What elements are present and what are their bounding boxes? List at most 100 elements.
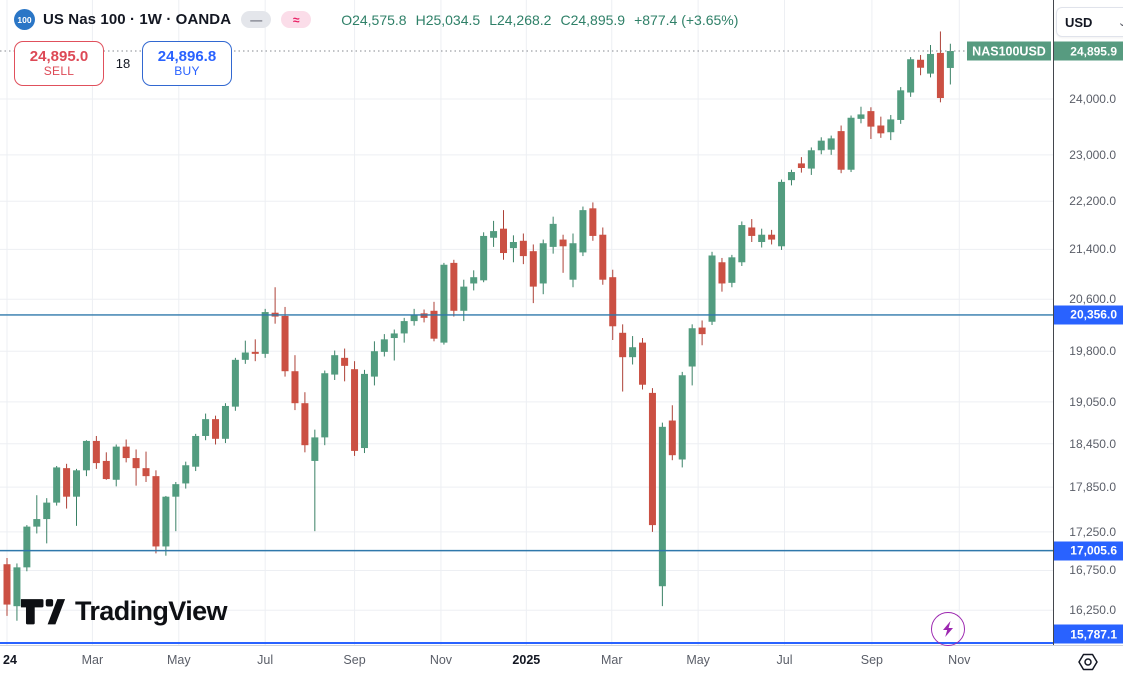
time-tick-label: May	[166, 653, 191, 667]
candle-body	[142, 468, 150, 477]
time-tick-label: Sep	[343, 653, 366, 667]
buy-price: 24,896.8	[157, 47, 217, 65]
candle-body	[936, 52, 944, 99]
candle-body	[917, 59, 925, 68]
candle-body	[231, 359, 239, 407]
candle-body	[559, 239, 567, 247]
currency-value: USD	[1065, 14, 1093, 30]
candle-body	[678, 375, 686, 460]
candle-body	[63, 468, 71, 497]
symbol-price-flag[interactable]: NAS100USD	[967, 41, 1051, 61]
time-tick-label: Jul	[776, 653, 793, 667]
candle-body	[43, 502, 51, 520]
candle-body	[787, 172, 795, 181]
candle-body	[857, 114, 865, 119]
price-axis[interactable]: 24,000.0 23,000.0 22,200.0 21,400.0 20,600.0…	[1053, 0, 1123, 645]
candle-body	[897, 90, 905, 120]
candle-body	[241, 352, 249, 360]
candle-body	[351, 369, 359, 451]
price-tick-label: 23,000.0	[1069, 147, 1116, 162]
candle-body	[301, 403, 309, 446]
candle-body	[569, 243, 577, 280]
candle-body	[82, 440, 90, 471]
lightning-bolt-icon	[943, 621, 953, 637]
ohlc-change: +877.4 (+3.65%)	[634, 11, 739, 28]
tradingview-watermark[interactable]: TradingView	[20, 596, 228, 627]
candle-body	[430, 310, 438, 339]
candle-body	[33, 519, 41, 527]
candle-body	[609, 277, 617, 327]
candle-body	[946, 51, 954, 68]
candlestick-chart-pane[interactable]	[0, 0, 1053, 645]
candle-body	[629, 347, 637, 358]
collapse-indicator-pill[interactable]: —	[241, 11, 272, 28]
candle-body	[460, 286, 468, 311]
candle-body	[73, 470, 81, 497]
candle-body	[13, 567, 21, 607]
buy-button[interactable]: 24,896.8 BUY	[142, 41, 232, 86]
instant-order-button[interactable]	[931, 612, 965, 646]
candle-body	[3, 564, 11, 605]
candle-body	[420, 313, 428, 318]
candle-body	[579, 210, 587, 253]
buy-label: BUY	[174, 64, 200, 79]
ohlc-high: H25,034.5	[415, 11, 481, 28]
candle-body	[221, 405, 229, 439]
sell-button[interactable]: 24,895.0 SELL	[14, 41, 104, 86]
time-tick-label: Mar	[600, 653, 623, 667]
price-tick-label: 19,800.0	[1069, 344, 1116, 359]
ohlc-readout: O24,575.8 H25,034.5 L24,268.2 C24,895.9 …	[341, 12, 738, 28]
sell-label: SELL	[43, 64, 75, 79]
ohlc-open: O24,575.8	[341, 11, 407, 28]
candle-body	[698, 327, 706, 335]
candle-body	[92, 440, 100, 464]
candle-body	[807, 150, 815, 169]
candle-body	[53, 467, 61, 503]
candle-body	[907, 59, 915, 93]
eye-hexagon-icon[interactable]	[1077, 652, 1099, 672]
level-flag-20356: 20,356.0	[1054, 305, 1123, 325]
candle-body	[619, 332, 627, 358]
candle-body	[122, 446, 130, 459]
price-tick-label: 17,850.0	[1069, 480, 1116, 495]
time-tick-label: Nov	[429, 653, 453, 667]
level-flag-15787: 15,787.1	[1054, 624, 1123, 644]
candle-body	[450, 262, 458, 311]
candle-body	[847, 117, 855, 170]
time-tick-label: Sep	[860, 653, 884, 667]
approx-indicator-pill[interactable]: ≈	[281, 11, 312, 28]
price-tick-label: 16,250.0	[1069, 603, 1116, 618]
candle-body	[599, 234, 607, 280]
candle-body	[23, 526, 31, 568]
candle-body	[172, 484, 180, 497]
candle-body	[410, 315, 418, 322]
candle-body	[370, 351, 378, 377]
candle-body	[490, 231, 498, 238]
price-tick-label: 21,400.0	[1069, 242, 1116, 257]
candle-body	[509, 242, 517, 249]
candle-body	[589, 208, 597, 236]
symbol-title[interactable]: US Nas 100 · 1W · OANDA	[43, 11, 232, 28]
candle-body	[440, 264, 448, 343]
currency-dropdown[interactable]: USD ⌄	[1056, 7, 1123, 37]
candle-body	[539, 243, 547, 284]
price-tick-label: 19,050.0	[1069, 394, 1116, 409]
candle-body	[877, 125, 885, 134]
candle-body	[817, 140, 825, 151]
ohlc-close: C24,895.9	[560, 11, 626, 28]
axis-corner	[1053, 646, 1123, 678]
grid	[0, 0, 1053, 645]
candle-body	[778, 181, 786, 247]
chevron-down-icon: ⌄	[1117, 16, 1123, 29]
candle-body	[162, 496, 170, 547]
time-axis[interactable]: 24 Mar May Jul Sep Nov 2025 Mar May Jul Sep Nov	[0, 645, 1123, 678]
candle-body	[867, 111, 875, 127]
candle-body	[480, 235, 488, 281]
price-tick-label: 18,450.0	[1069, 436, 1116, 451]
symbol-header: 100 US Nas 100 · 1W · OANDA — ≈ O24,575.…	[14, 9, 738, 30]
candle-body	[738, 225, 746, 263]
candle-body	[291, 371, 299, 404]
candle-body	[500, 228, 507, 254]
candle-body	[341, 357, 349, 366]
